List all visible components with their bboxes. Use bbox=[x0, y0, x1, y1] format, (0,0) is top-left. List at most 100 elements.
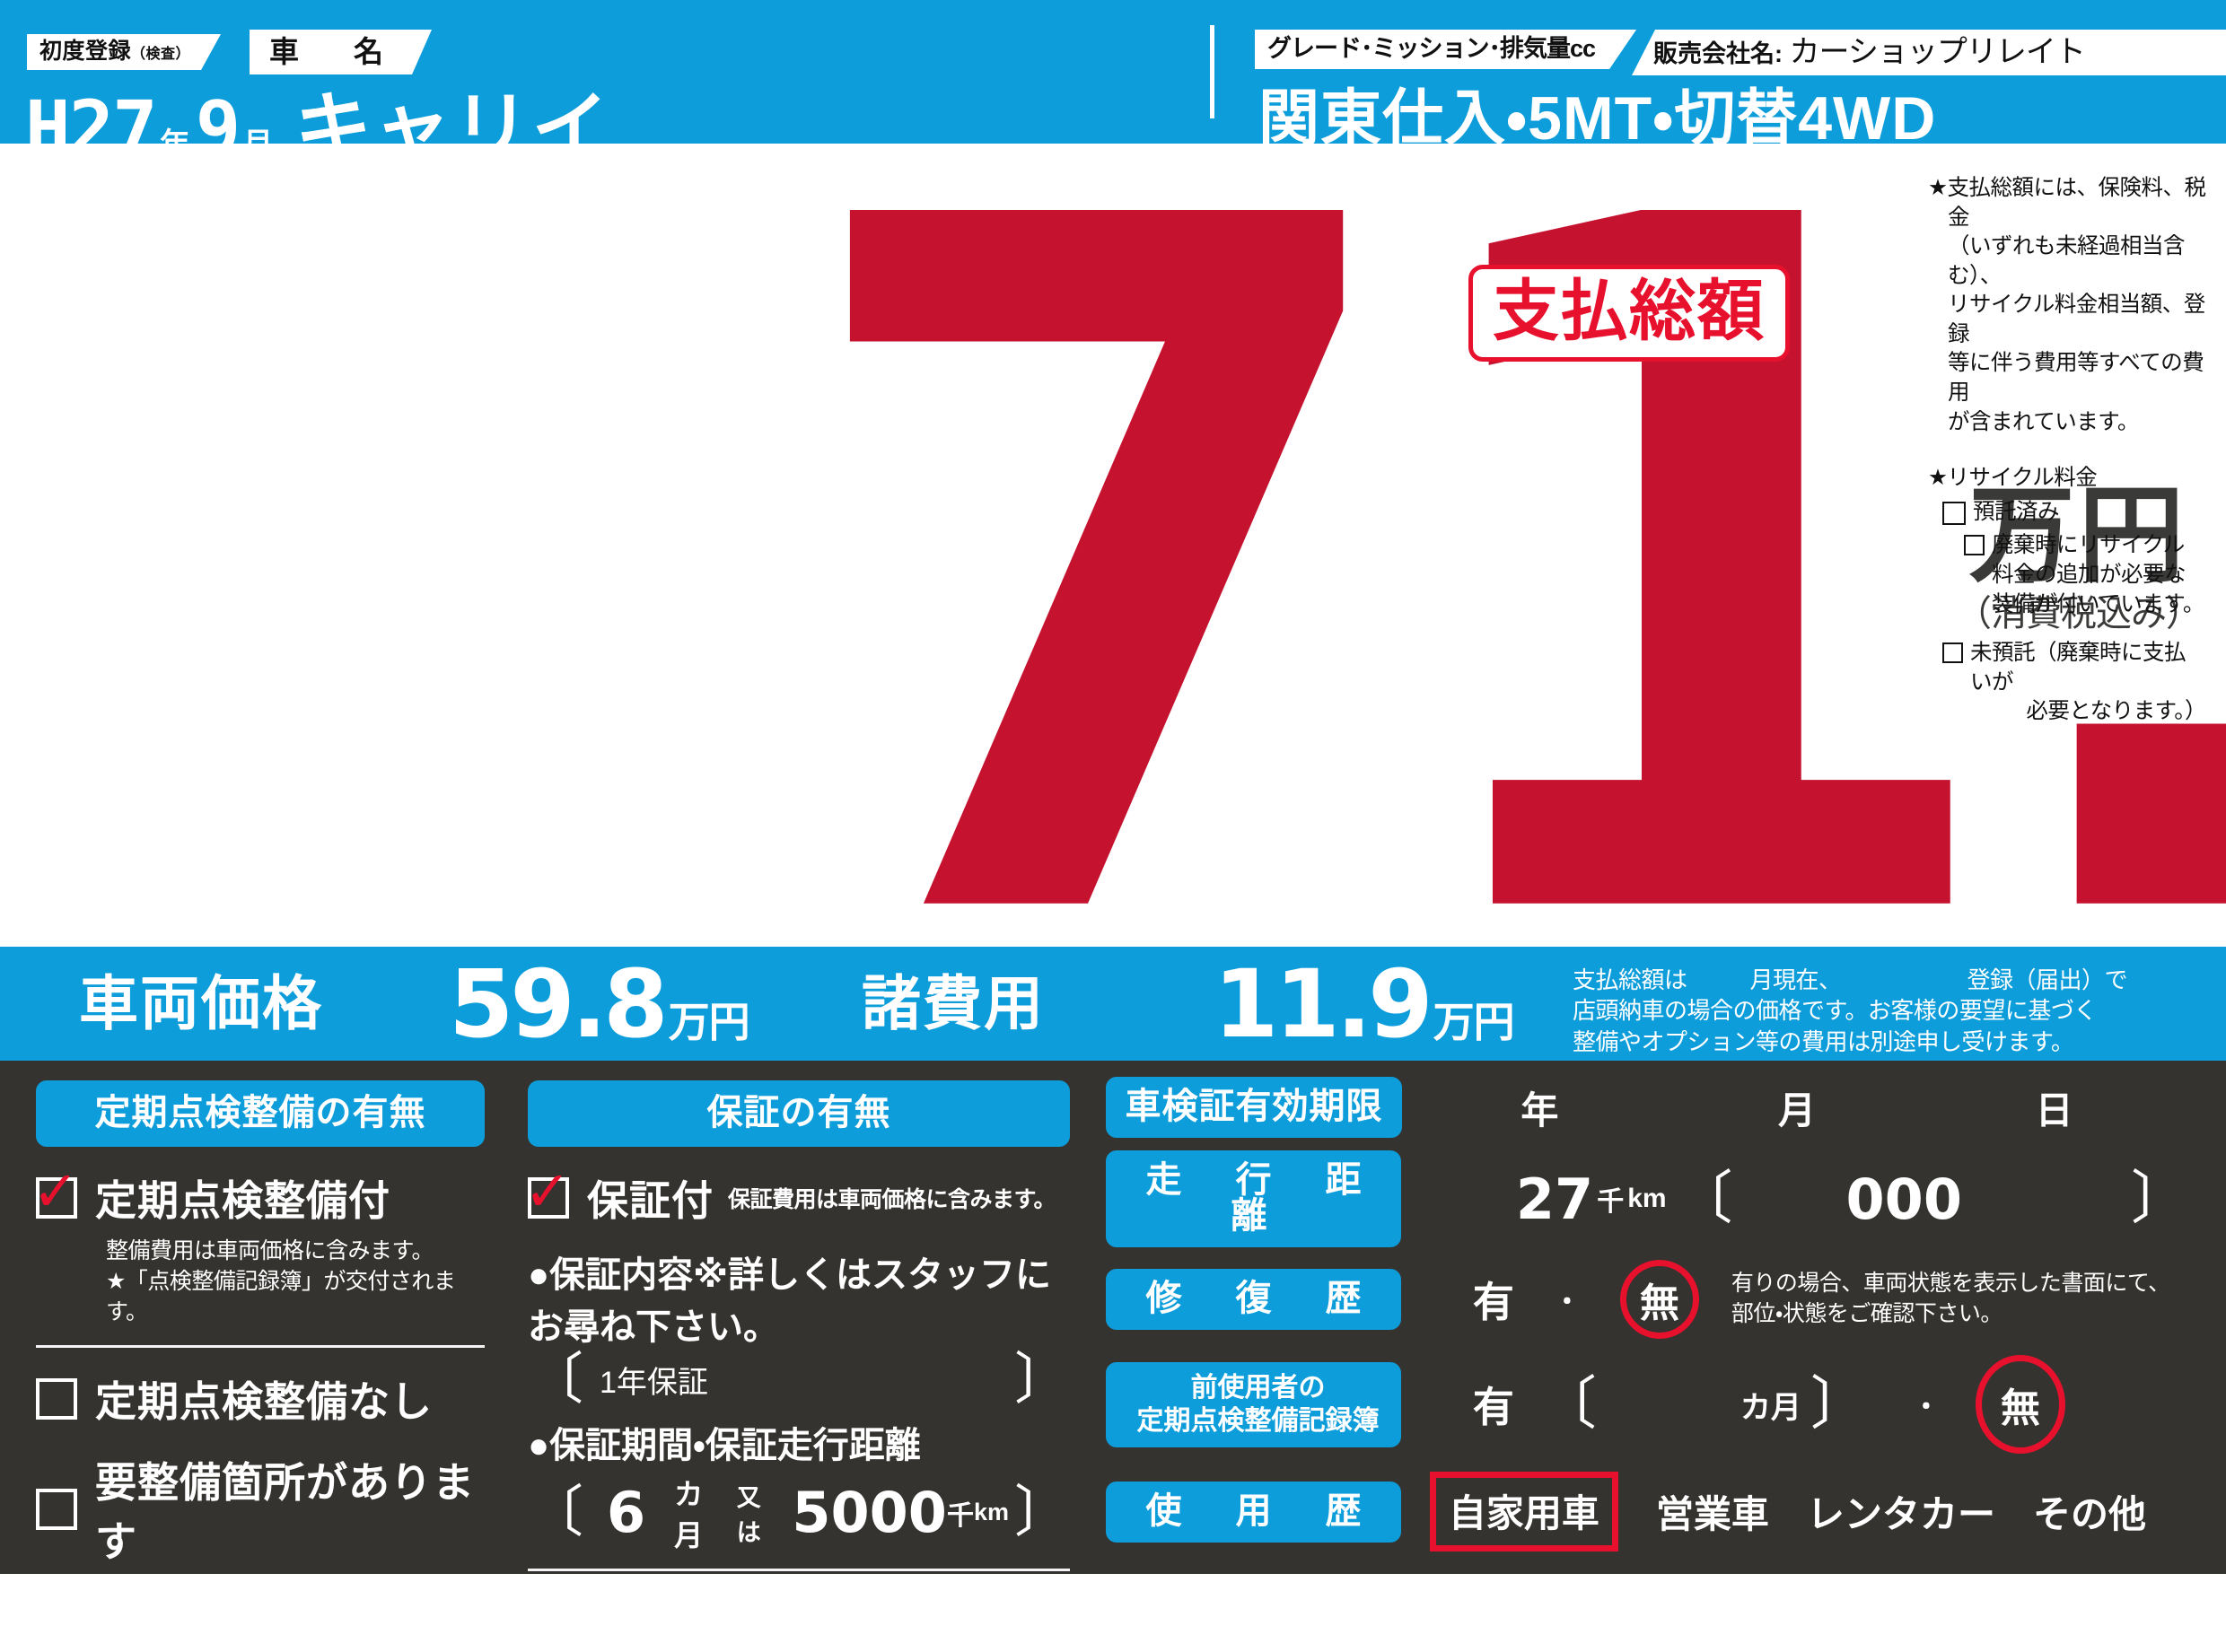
usage-option-other[interactable]: その他 bbox=[2032, 1493, 2146, 1535]
usage-option-commercial[interactable]: 営業車 bbox=[1655, 1493, 1769, 1535]
warranty-period-months: 6 bbox=[607, 1480, 646, 1546]
total-price-value: 71.7 bbox=[790, 21, 2226, 1128]
inspection-note-line1: 整備費用は車両価格に含みます。 bbox=[106, 1238, 434, 1263]
warranty-content-label: ●保証内容 bbox=[528, 1255, 694, 1295]
warranty-option-with-note: 保証費用は車両価格に含みます。 bbox=[728, 1187, 1056, 1212]
car-name-tag-label: 車 名 bbox=[269, 35, 396, 68]
recycle-not-deposited-row[interactable]: 未預託（廃棄時に支払いが 必要となります。） bbox=[1942, 639, 2207, 727]
fees-label: 諸費用 bbox=[862, 970, 1045, 1036]
checkbox-icon[interactable] bbox=[1942, 501, 1966, 525]
checkbox-icon[interactable]: ✓ bbox=[32, 1165, 79, 1220]
tax-included-note: （消費税込み） bbox=[1956, 594, 2202, 634]
mileage-value: 27 bbox=[1515, 1166, 1594, 1232]
recycle-extra-equipment-row[interactable]: 廃棄時にリサイクル 料金の追加が必要な 装備が付いています。 bbox=[1964, 531, 2206, 619]
total-includes-note-line2: （いずれも未経過相当含む）、 bbox=[1948, 234, 2186, 288]
vehicle-price-unit: 万円 bbox=[668, 998, 750, 1046]
vehicle-details-section: 定期点検整備の有無 ✓ 定期点検整備付 整備費用は車両価格に含みます。 ★「点検… bbox=[0, 1061, 2226, 1648]
warranty-period-km-unit2: km bbox=[973, 1499, 1009, 1526]
total-includes-note: ★支払総額には、保険料、税金 （いずれも未経過相当含む）、 リサイクル料金相当額… bbox=[1928, 174, 2206, 437]
previous-record-yes[interactable]: 有 bbox=[1472, 1384, 1514, 1430]
repair-history-values: 有 ・ 無 有りの場合、車両状態を表示した書面にて、 部位・状態をご確認下さい。 bbox=[1410, 1260, 2197, 1339]
usage-history-options: 自家用車 営業車 レンタカー その他 bbox=[1410, 1472, 2197, 1551]
warranty-content-note: ※詳しくはスタッフにお尋ね下さい。 bbox=[528, 1255, 1052, 1347]
bracket-close-icon: 〕 bbox=[1013, 1349, 1070, 1411]
details-column: 車検証有効期限 年 月 日 走 行 距 離 27 千 km 〔 000 〕 bbox=[1106, 1077, 2197, 1551]
warranty-option-with-label: 保証付 bbox=[587, 1177, 714, 1224]
recycle-not-deposited-line2: 必要となります。） bbox=[2026, 699, 2206, 724]
repair-history-note: 有りの場合、車両状態を表示した書面にて、 部位・状態をご確認下さい。 bbox=[1731, 1269, 2170, 1330]
total-includes-note-line3: リサイクル料金相当額、登録 bbox=[1948, 293, 2205, 346]
inspection-note-line2: ★「点検整備記録簿」が交付されます。 bbox=[106, 1268, 456, 1324]
repair-history-no[interactable]: 無 bbox=[1619, 1260, 1699, 1339]
inspection-option-needs-repair-label: 要整備箇所があります bbox=[95, 1459, 475, 1566]
repair-history-note-line1: 有りの場合、車両状態を表示した書面にて、 bbox=[1731, 1271, 2170, 1297]
previous-record-row: 前使用者の 定期点検整備記録簿 有 〔 カ月 〕 ・ 無 bbox=[1106, 1355, 2197, 1454]
warranty-period-months-unit: カ月 bbox=[674, 1477, 704, 1551]
total-price-unit-block: 万円 （消費税込み） bbox=[1956, 483, 2202, 635]
header-right: グレード･ミッション･排気量cc 販売会社名: カーショップリレイト 関東仕入・… bbox=[1239, 0, 2226, 153]
inspection-option-needs-repair[interactable]: 要整備箇所があります bbox=[36, 1450, 485, 1569]
warranty-period-km: 5000 bbox=[792, 1480, 947, 1546]
total-includes-note-line5: が含まれています。 bbox=[1948, 409, 2139, 434]
checkbox-icon[interactable] bbox=[1964, 535, 1985, 556]
warranty-title: 保証の有無 bbox=[528, 1080, 1070, 1147]
shaken-row: 車検証有効期限 年 月 日 bbox=[1106, 1077, 2197, 1138]
price-bar-note-line1a: 支払総額は bbox=[1573, 966, 1687, 993]
vehicle-price-value: 59.8 bbox=[449, 949, 669, 1059]
shop-label: 販売会社名: bbox=[1653, 40, 1783, 67]
inspection-option-with[interactable]: ✓ 定期点検整備付 bbox=[32, 1165, 485, 1228]
check-mark-icon: ✓ bbox=[524, 1161, 571, 1223]
check-mark-icon: ✓ bbox=[32, 1161, 79, 1223]
usage-history-row: 使 用 歴 自家用車 営業車 レンタカー その他 bbox=[1106, 1472, 2197, 1551]
bracket-open-icon: 〔 bbox=[528, 1349, 584, 1411]
warranty-period-km-unit: 千 bbox=[946, 1500, 974, 1531]
warranty-option-without-label: 保証なし bbox=[587, 1601, 756, 1648]
recycle-extra-equipment-line1: 廃棄時にリサイクル bbox=[1992, 533, 2185, 558]
registration-date-tag: 初度登録（検査） bbox=[27, 34, 221, 70]
previous-record-months-unit: カ月 bbox=[1740, 1390, 1801, 1425]
checkbox-icon[interactable] bbox=[36, 1489, 77, 1531]
shaken-columns: 年 月 日 bbox=[1411, 1080, 2183, 1135]
recycle-not-deposited-line1: 未預託（廃棄時に支払いが bbox=[1970, 641, 2187, 695]
checkbox-icon[interactable]: ✓ bbox=[524, 1165, 571, 1220]
warranty-option-without[interactable]: 保証なし bbox=[528, 1593, 1070, 1652]
warranty-period-label: ●保証期間・保証走行距離 bbox=[528, 1425, 921, 1465]
shop-name: カーショップリレイト bbox=[1789, 35, 2086, 69]
checkbox-icon[interactable] bbox=[528, 1601, 569, 1643]
spec-value: 関東仕入・5MT・切替4WD bbox=[1258, 84, 1937, 153]
price-bar-note: 支払総額は 月現在、 登録（届出）で 店頭納車の場合の価格です。お客様の要望に基づく… bbox=[1573, 965, 2219, 1057]
warranty-option-with[interactable]: ✓ 保証付 保証費用は車両価格に含みます。 bbox=[524, 1165, 1070, 1228]
previous-record-label-line2: 定期点検整備記録簿 bbox=[1136, 1406, 1380, 1436]
repair-history-note-line2: 部位・状態をご確認下さい。 bbox=[1731, 1301, 2003, 1326]
mileage-label: 走 行 距 離 bbox=[1106, 1150, 1406, 1247]
bracket-close-icon: 〕 bbox=[1810, 1371, 1868, 1437]
mileage-values: 27 千 km 〔 000 〕 bbox=[1410, 1167, 2197, 1232]
header-divider bbox=[1210, 25, 1214, 118]
price-notes: ★支払総額には、保険料、税金 （いずれも未経過相当含む）、 リサイクル料金相当額… bbox=[1928, 174, 2207, 727]
checkbox-icon[interactable] bbox=[1942, 642, 1963, 664]
warranty-content-row: ●保証内容※詳しくはスタッフにお尋ね下さい。 bbox=[528, 1246, 1070, 1350]
previous-record-no[interactable]: 無 bbox=[1975, 1355, 2065, 1454]
checkbox-icon[interactable] bbox=[36, 1378, 77, 1420]
repair-history-yes[interactable]: 有 bbox=[1472, 1279, 1514, 1325]
shop-tag: 販売会社名: カーショップリレイト bbox=[1632, 30, 2226, 75]
warranty-content-value: 1年保証 bbox=[600, 1366, 708, 1401]
price-bar-note-line2: 店頭納車の場合の価格です。お客様の要望に基づく bbox=[1573, 997, 2097, 1025]
usage-option-private[interactable]: 自家用車 bbox=[1429, 1472, 1618, 1551]
grade-tag: グレード･ミッション･排気量cc bbox=[1255, 30, 1636, 69]
mileage-unit: 千 bbox=[1597, 1187, 1625, 1217]
bracket-close-icon: 〕 bbox=[2131, 1166, 2188, 1231]
inspection-option-without[interactable]: 定期点検整備なし bbox=[36, 1369, 485, 1429]
status-badge: 支払総額 bbox=[1468, 265, 1790, 362]
recycle-deposited-row[interactable]: 預託済み bbox=[1942, 498, 2206, 528]
mileage-unit2: km bbox=[1627, 1184, 1667, 1213]
inspection-option-with-label: 定期点検整備付 bbox=[95, 1177, 390, 1224]
previous-record-label-line1: 前使用者の bbox=[1190, 1372, 1326, 1403]
price-breakdown-bar: 車両価格 59.8万円 諸費用 11.9万円 支払総額は 月現在、 登録（届出）で … bbox=[0, 947, 2226, 1061]
inspection-repair-note-line1: ★車両状態を表示した書面にて、 bbox=[106, 1579, 433, 1605]
warranty-period-row: ●保証期間・保証走行距離 bbox=[528, 1416, 1070, 1468]
total-includes-note-line4: 等に伴う費用等すべての費用 bbox=[1948, 351, 2204, 406]
vehicle-price-value-block: 59.8万円 bbox=[449, 957, 750, 1051]
price-bar-note-line1c: 登録（届出）で bbox=[1967, 966, 2128, 993]
usage-option-rental[interactable]: レンタカー bbox=[1806, 1493, 1995, 1535]
